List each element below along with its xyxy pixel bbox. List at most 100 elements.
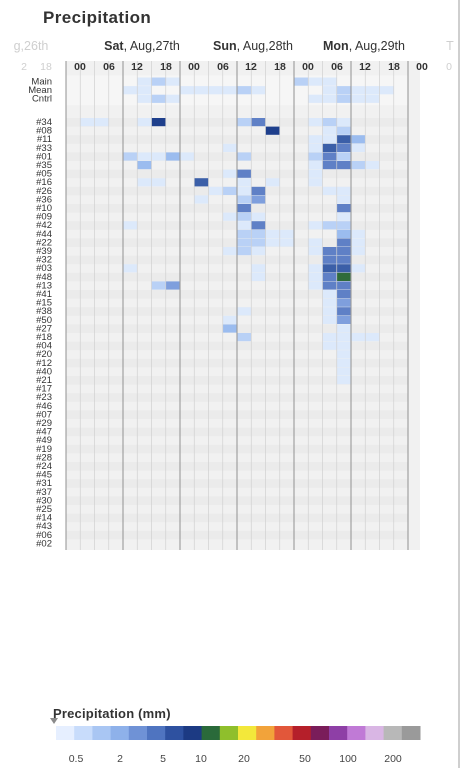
precip-cell (336, 135, 351, 144)
precip-cell (265, 229, 280, 238)
precip-cell (308, 161, 323, 170)
precip-cell (336, 221, 351, 230)
precip-cell (237, 238, 252, 247)
precip-cell (336, 126, 351, 135)
precipitation-legend: 0.5 2 5 10 20 50 100 200 (50, 718, 421, 765)
precip-cell (137, 118, 152, 127)
legend-tick-label: 20 (238, 753, 250, 765)
legend-color-swatch (128, 726, 148, 740)
precip-cell (322, 264, 337, 273)
member-label: #29 (36, 418, 52, 429)
hour-label: 00 (188, 61, 200, 73)
precip-cell (123, 264, 138, 273)
grid-background (66, 61, 420, 550)
member-label: #04 (36, 341, 52, 352)
member-label: #46 (36, 401, 52, 412)
member-label: #41 (36, 289, 52, 300)
summary-label: Cntrl (32, 94, 52, 105)
member-label: #10 (36, 203, 52, 214)
legend-color-swatch (219, 726, 239, 740)
precip-cell (379, 86, 394, 95)
precip-cell (322, 77, 337, 86)
legend-color-swatch (74, 726, 93, 740)
precip-cell (365, 94, 380, 103)
member-label: #34 (36, 117, 52, 128)
legend-color-swatch (256, 726, 275, 740)
legend-tick-label: 100 (339, 753, 357, 765)
precip-cell (151, 77, 166, 86)
scroll-edge[interactable] (458, 0, 460, 768)
precip-cell (165, 281, 180, 290)
member-label: #35 (36, 160, 52, 171)
member-label: #17 (36, 384, 52, 395)
member-label: #33 (36, 143, 52, 154)
legend-color-swatch (329, 726, 348, 740)
precip-cell (222, 169, 237, 178)
precip-cell (365, 86, 380, 95)
precip-cell (94, 118, 109, 127)
precip-cell (165, 77, 180, 86)
precip-cell (365, 161, 380, 170)
precip-cell (351, 229, 366, 238)
hour-label: 00 (416, 61, 428, 73)
precip-cell (194, 178, 209, 187)
member-label: #40 (36, 366, 52, 377)
member-label: #09 (36, 212, 52, 223)
member-label: #49 (36, 435, 52, 446)
hour-label: 06 (217, 61, 229, 73)
member-label: #28 (36, 452, 52, 463)
precip-cell (308, 94, 323, 103)
precip-cell (237, 204, 252, 213)
precip-cell (237, 221, 252, 230)
precip-cell (336, 255, 351, 264)
member-label: #42 (36, 220, 52, 231)
legend-color-swatch (92, 726, 112, 740)
hour-label: 18 (160, 61, 172, 73)
precip-cell (351, 333, 366, 342)
member-label: #45 (36, 470, 52, 481)
precip-cell (151, 94, 166, 103)
member-label: #15 (36, 298, 52, 309)
precip-cell (322, 341, 337, 350)
precip-cell (322, 143, 337, 152)
precip-cell (308, 118, 323, 127)
precip-cell (308, 264, 323, 273)
precip-cell (308, 178, 323, 187)
precip-cell (336, 341, 351, 350)
precip-cell (180, 152, 195, 161)
precip-cell (351, 94, 366, 103)
precip-cell (336, 358, 351, 367)
legend-marker-icon (50, 718, 58, 724)
precip-cell (123, 221, 138, 230)
member-label: #25 (36, 504, 52, 515)
member-label: #31 (36, 478, 52, 489)
member-label: #27 (36, 323, 52, 334)
precip-cell (194, 86, 209, 95)
member-label: #39 (36, 246, 52, 257)
member-label: #03 (36, 263, 52, 274)
legend-tick-label: 0.5 (69, 753, 84, 765)
hour-label: 18 (274, 61, 286, 73)
precip-cell (351, 264, 366, 273)
precip-cell (351, 161, 366, 170)
hour-label: 12 (245, 61, 257, 73)
day-header: Sat, Aug,27th (104, 39, 180, 53)
precip-cell (251, 229, 266, 238)
legend-color-swatch (238, 726, 257, 740)
member-label: #22 (36, 237, 52, 248)
legend-color-swatch (56, 726, 75, 740)
precip-cell (322, 281, 337, 290)
precip-cell (336, 281, 351, 290)
precip-cell (180, 86, 195, 95)
precip-cell (351, 143, 366, 152)
precip-cell (123, 86, 138, 95)
hour-label: 06 (331, 61, 343, 73)
precip-cell (351, 135, 366, 144)
precip-cell (151, 178, 166, 187)
precip-cell (251, 86, 266, 95)
precip-cell (208, 186, 223, 195)
precip-cell (308, 238, 323, 247)
member-label: #36 (36, 194, 52, 205)
precip-cell (80, 118, 95, 127)
precip-cell (194, 195, 209, 204)
